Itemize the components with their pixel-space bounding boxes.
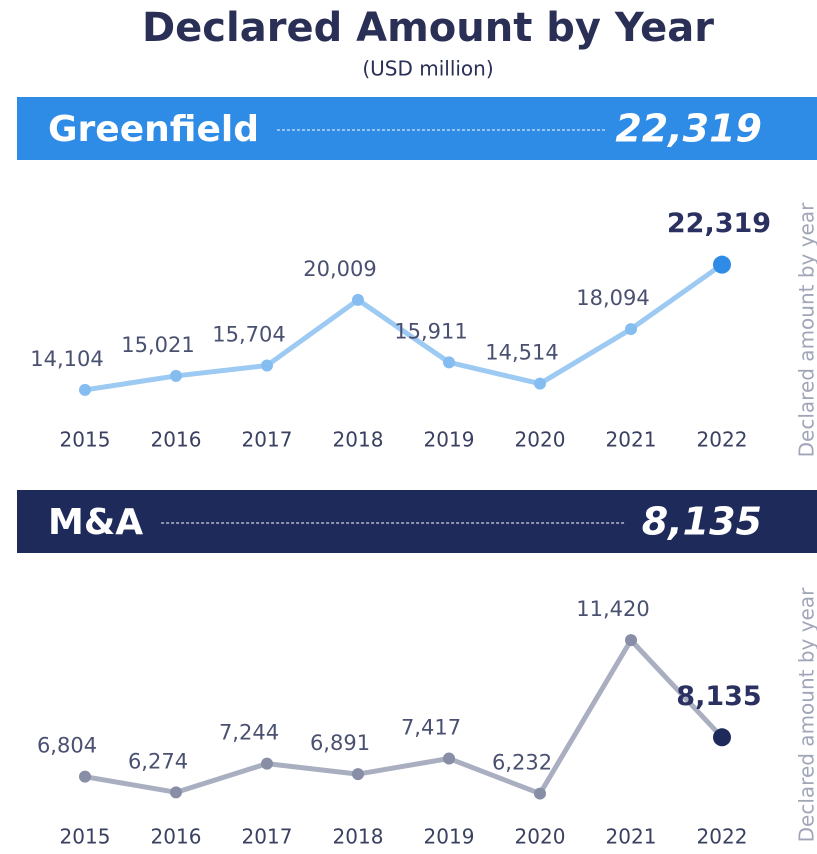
data-line — [84, 637, 724, 797]
data-label: 11,420 — [576, 597, 649, 621]
data-label: 15,704 — [212, 323, 285, 347]
y-axis-label: Declared amount by year — [795, 202, 817, 457]
x-tick-label: 2020 — [515, 825, 566, 849]
data-point — [261, 359, 273, 372]
highlight-label: 22,319 — [667, 208, 771, 239]
data-label: 14,514 — [485, 341, 558, 365]
data-label: 18,094 — [576, 286, 649, 310]
x-tick-label: 2019 — [424, 825, 475, 849]
x-tick-label: 2021 — [606, 428, 657, 452]
data-label: 6,274 — [128, 749, 188, 773]
x-tick-label: 2016 — [151, 428, 202, 452]
x-tick-label: 2020 — [515, 428, 566, 452]
data-point — [443, 356, 455, 369]
data-point — [534, 787, 546, 800]
data-point — [79, 383, 91, 396]
x-tick-label: 2021 — [606, 825, 657, 849]
data-label: 15,021 — [121, 333, 194, 357]
data-point — [79, 770, 91, 783]
data-point — [443, 752, 455, 765]
data-point — [625, 634, 637, 647]
x-tick-label: 2017 — [242, 428, 293, 452]
highlight-point — [713, 728, 731, 747]
data-point — [352, 768, 364, 781]
page-title: Declared Amount by Year — [142, 5, 714, 51]
y-axis-label: Declared amount by year — [795, 587, 817, 842]
x-tick-label: 2019 — [424, 428, 475, 452]
data-label: 7,417 — [401, 716, 461, 740]
data-label: 6,891 — [310, 731, 370, 755]
x-tick-label: 2016 — [151, 825, 202, 849]
x-tick-label: 2015 — [60, 428, 111, 452]
data-point — [170, 369, 182, 382]
x-tick-label: 2018 — [333, 825, 384, 849]
data-label: 6,804 — [37, 734, 97, 758]
data-point — [625, 323, 637, 336]
data-label: 7,244 — [219, 721, 279, 745]
banner — [17, 490, 817, 553]
data-label: 20,009 — [303, 257, 376, 281]
data-label: 15,911 — [394, 319, 467, 343]
x-tick-label: 2018 — [333, 428, 384, 452]
x-tick-label: 2017 — [242, 825, 293, 849]
banner-value: 22,319 — [615, 107, 762, 151]
x-tick-label: 2015 — [60, 825, 111, 849]
banner — [17, 97, 817, 160]
data-line — [84, 262, 724, 393]
highlight-point — [713, 255, 731, 274]
highlight-label: 8,135 — [676, 681, 761, 712]
data-point — [261, 757, 273, 770]
banner-value: 8,135 — [642, 500, 762, 544]
data-label: 14,104 — [30, 347, 103, 371]
page-subtitle: (USD million) — [362, 57, 493, 81]
data-point — [170, 786, 182, 799]
banner-title: M&A — [48, 502, 143, 543]
banner-title: Greenfield — [48, 109, 259, 150]
data-label: 6,232 — [492, 751, 552, 775]
x-tick-label: 2022 — [697, 825, 748, 849]
data-point — [352, 293, 364, 306]
data-point — [534, 377, 546, 390]
x-tick-label: 2022 — [697, 428, 748, 452]
